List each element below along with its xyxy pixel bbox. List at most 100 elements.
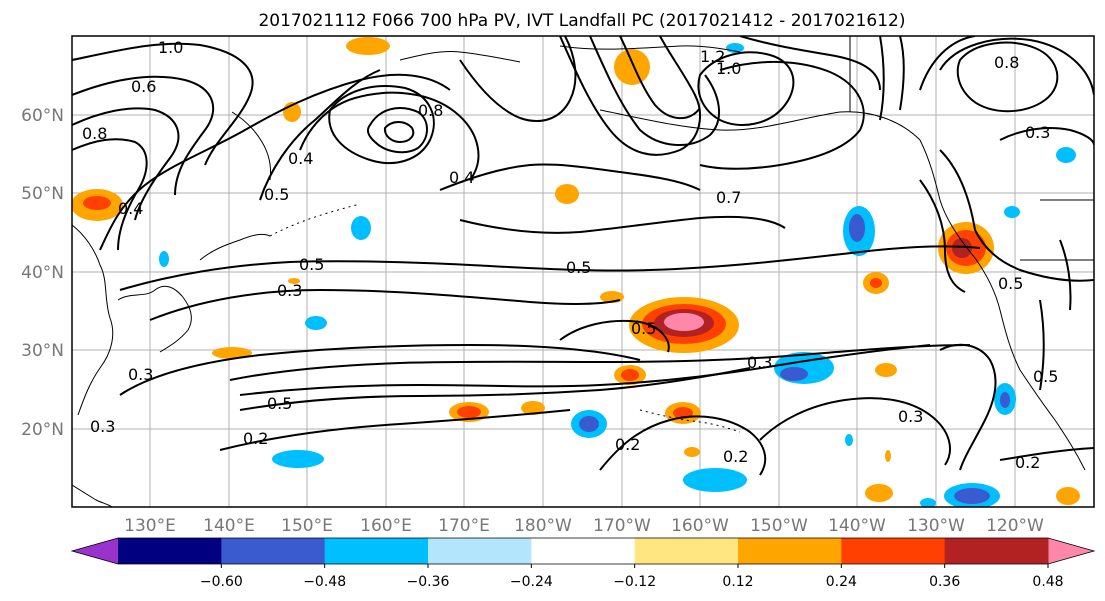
colorbar-bin <box>841 538 946 564</box>
pos-anomaly-patch <box>875 363 897 377</box>
contour-labels: 1.0 0.6 0.8 0.4 0.4 0.8 0.3 1.0 1.2 0.8 … <box>82 38 1058 472</box>
pos-anomaly-core <box>952 238 972 258</box>
pos-anomaly-patch <box>555 184 579 204</box>
contour-line <box>559 36 701 156</box>
lon-label: 130°W <box>907 516 965 536</box>
lon-label: 150°W <box>750 516 808 536</box>
lon-label: 160°W <box>671 516 729 536</box>
lat-label: 20°N <box>21 420 64 440</box>
contour-line <box>999 447 1094 461</box>
philippines-coast <box>72 484 113 507</box>
contour-label: 0.6 <box>131 77 156 96</box>
colorbar-tick-label: −0.24 <box>510 574 553 590</box>
contour-label: 0.5 <box>631 319 656 338</box>
contour-line <box>697 51 795 126</box>
pos-anomaly-core <box>621 369 639 381</box>
contour-line <box>899 36 905 111</box>
contour-line <box>119 245 981 291</box>
neg-anomaly-patch <box>920 498 936 507</box>
colorbar: −0.60 −0.48 −0.36 −0.24 −0.12 0.12 0.24 0.36 0.4… <box>70 537 1096 590</box>
contour-line <box>72 107 180 221</box>
pv-contours <box>72 36 1094 476</box>
colorbar-bin <box>634 538 739 564</box>
colorbar-bins <box>70 537 1096 565</box>
contour-label: 0.3 <box>128 365 153 384</box>
bering-coast <box>399 51 521 63</box>
contour-line <box>956 41 1059 113</box>
map-frame <box>71 35 1095 508</box>
neg-anomaly-patch <box>845 434 853 446</box>
lat-label: 40°N <box>21 263 64 283</box>
contour-line <box>99 73 451 251</box>
contour-label: 0.3 <box>1025 123 1050 142</box>
neg-anomaly-patch <box>159 251 169 267</box>
contour-line <box>219 409 571 451</box>
contour-line <box>939 149 1094 282</box>
contour-line <box>1039 299 1045 391</box>
lon-label: 140°E <box>203 516 255 536</box>
contour-line <box>328 85 435 165</box>
contour-line <box>239 367 751 411</box>
colorbar-bin <box>944 538 1049 564</box>
pos-anomaly-patch <box>885 450 891 462</box>
contour-line <box>919 179 966 293</box>
contour-line <box>1059 239 1072 311</box>
contour-label: 0.5 <box>299 255 324 274</box>
neg-anomaly-patch <box>351 216 371 240</box>
colorbar-bin <box>531 538 636 564</box>
contour-line <box>759 397 951 466</box>
pos-anomaly-patch <box>212 347 252 359</box>
contour-label: 1.2 <box>700 47 725 66</box>
colorbar-ticks: −0.60 −0.48 −0.36 −0.24 −0.12 0.12 0.24 0.36 0.4… <box>200 564 1064 590</box>
neg-anomaly-patch <box>1004 206 1020 218</box>
pos-anomaly-core <box>83 196 111 210</box>
contour-label: 0.2 <box>243 429 268 448</box>
neg-anomaly-core <box>849 214 865 242</box>
colorbar-extend-low <box>72 538 118 564</box>
colorbar-outline <box>70 537 1096 565</box>
alaska-south-coast <box>599 109 921 141</box>
colorbar-tick-label: 0.48 <box>1032 574 1063 590</box>
contour-label: 0.5 <box>267 394 292 413</box>
contour-line <box>149 288 621 321</box>
contour-line <box>439 163 701 191</box>
lat-label: 60°N <box>21 106 64 126</box>
contour-label: 0.4 <box>118 199 143 218</box>
contour-line <box>699 60 865 170</box>
contour-label: 0.5 <box>1033 367 1058 386</box>
contour-label: 1.0 <box>716 59 741 78</box>
contour-line <box>999 127 1094 146</box>
contour-label: 0.3 <box>898 407 923 426</box>
korea-japan-coast <box>117 285 192 353</box>
contour-line <box>619 36 701 120</box>
pos-anomaly-core <box>870 278 882 288</box>
contour-line <box>259 69 381 201</box>
longitude-labels: 130°E 140°E 150°E 160°E 170°E 180°W 170°… <box>124 516 1044 536</box>
asia-coast <box>72 224 114 416</box>
neg-anomaly-patch <box>1056 147 1076 163</box>
neg-anomaly-patch <box>683 468 747 492</box>
japan-coast <box>199 233 271 261</box>
pos-anomaly-patch <box>1056 487 1080 505</box>
colorbar-extend-high <box>1048 538 1094 564</box>
contour-line <box>939 37 1094 96</box>
contour-label: 0.4 <box>288 149 313 168</box>
colorbar-bin <box>324 538 429 564</box>
neg-anomaly-core <box>579 416 599 432</box>
colorbar-tick-label: −0.48 <box>303 574 346 590</box>
contour-label: 0.5 <box>998 274 1023 293</box>
colorbar-tick-label: 0.24 <box>826 574 857 590</box>
lon-label: 130°E <box>124 516 176 536</box>
colorbar-tick-label: −0.36 <box>407 574 450 590</box>
contour-label: 1.0 <box>158 38 183 57</box>
contour-line <box>366 107 428 154</box>
contour-label: 0.8 <box>994 53 1019 72</box>
contour-label: 0.8 <box>418 101 443 120</box>
contour-label: 0.3 <box>747 353 772 372</box>
pc-filled-regions <box>72 37 1080 507</box>
latitude-labels: 60°N 50°N 40°N 30°N 20°N <box>21 106 64 440</box>
contour-line <box>739 36 881 91</box>
contour-line <box>229 344 971 381</box>
contour-label: 0.2 <box>615 435 640 454</box>
colorbar-bin <box>221 538 326 564</box>
